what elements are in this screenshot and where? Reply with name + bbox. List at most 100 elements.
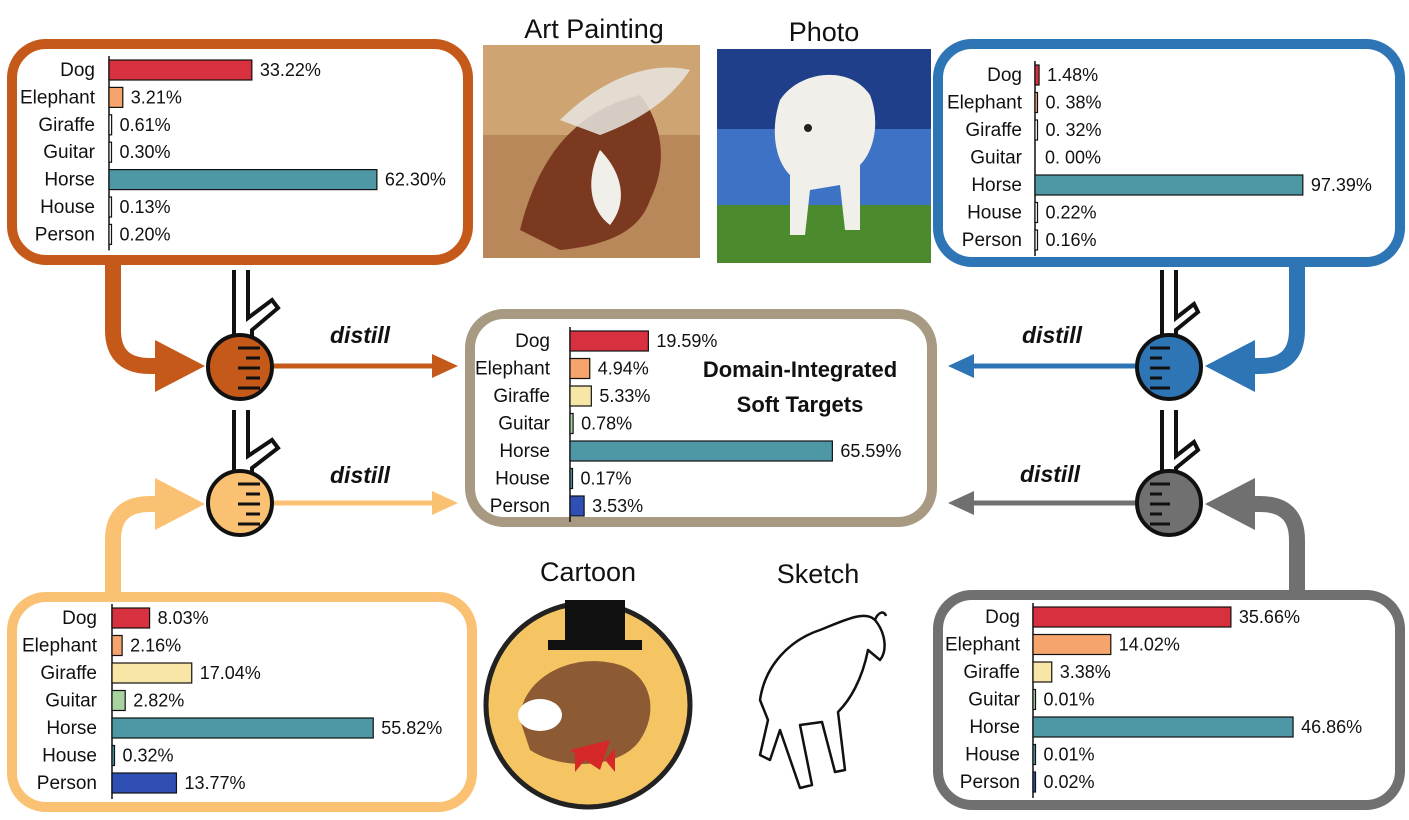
value-label-person: 0.02% — [1044, 772, 1095, 792]
distill-arrow-cartoon — [274, 491, 458, 515]
bar-elephant — [569, 357, 591, 380]
bar-guitar — [108, 141, 113, 163]
cartoon-horse-icon — [483, 600, 693, 810]
bar-horse — [1034, 174, 1304, 196]
category-label-elephant: Elephant — [22, 636, 98, 657]
bar-person — [1032, 771, 1037, 793]
category-label-giraffe: Giraffe — [40, 663, 97, 684]
bar-dog — [108, 59, 253, 81]
value-label-horse: 97.39% — [1311, 175, 1372, 195]
value-label-dog: 33.22% — [260, 60, 321, 80]
bar-elephant — [1034, 91, 1039, 114]
chart-art: Dog 33.22% Elephant 3.21% Giraffe 0.61% Guitar… — [20, 56, 446, 251]
bar-horse — [111, 717, 374, 739]
category-label-giraffe: Giraffe — [965, 120, 1022, 141]
value-label-guitar: 2.82% — [133, 691, 184, 711]
value-label-guitar: 0.01% — [1044, 690, 1095, 710]
value-label-horse: 46.86% — [1301, 717, 1362, 737]
value-label-person: 3.53% — [592, 496, 643, 516]
category-label-person: Person — [490, 496, 550, 517]
bar-dog — [1032, 606, 1232, 628]
bar-giraffe — [1034, 119, 1039, 141]
category-label-elephant: Elephant — [947, 93, 1023, 114]
bar-guitar — [1032, 688, 1037, 711]
value-label-giraffe: 3.38% — [1060, 662, 1111, 682]
bar-person — [569, 495, 585, 517]
distill-arrow-photo — [948, 354, 1135, 378]
bar-giraffe — [569, 385, 592, 407]
center-label-line2: Soft Targets — [737, 392, 864, 417]
flask-art-icon — [206, 270, 281, 401]
bar-house — [108, 196, 113, 218]
panel-sketch — [933, 590, 1405, 810]
category-label-horse: Horse — [44, 170, 95, 191]
category-label-dog: Dog — [987, 65, 1022, 86]
category-label-guitar: Guitar — [968, 690, 1020, 711]
connector-art — [105, 262, 205, 392]
category-label-elephant: Elephant — [945, 635, 1021, 656]
value-label-elephant: 3.21% — [131, 87, 182, 107]
connector-photo — [1205, 262, 1305, 392]
category-label-guitar: Guitar — [970, 148, 1022, 169]
category-label-guitar: Guitar — [45, 691, 97, 712]
value-label-elephant: 0. 38% — [1046, 93, 1102, 113]
value-label-person: 0.16% — [1046, 230, 1097, 250]
sketch-horse-icon — [758, 611, 888, 790]
category-label-giraffe: Giraffe — [493, 386, 550, 407]
value-label-elephant: 4.94% — [598, 359, 649, 379]
bar-house — [111, 744, 116, 767]
value-label-house: 0.13% — [120, 197, 171, 217]
value-label-dog: 1.48% — [1047, 65, 1098, 85]
bar-horse — [108, 169, 378, 191]
chart-photo: Dog 1.48% Elephant 0. 38% Giraffe 0. 32% Guita… — [947, 61, 1372, 256]
chart-center: Dog 19.59% Elephant 4.94% Giraffe 5.33% Guitar… — [475, 327, 901, 522]
category-label-person: Person — [35, 224, 95, 245]
bar-elephant — [111, 634, 123, 657]
bar-elephant — [1032, 633, 1112, 656]
distill-label-sketch: distill — [1020, 461, 1081, 487]
value-label-guitar: 0.78% — [581, 414, 632, 434]
bar-giraffe — [108, 114, 113, 136]
category-label-guitar: Guitar — [43, 142, 95, 163]
center-label-line1: Domain-Integrated — [703, 357, 897, 382]
distill-label-photo: distill — [1022, 322, 1083, 348]
value-label-giraffe: 17.04% — [200, 663, 261, 683]
title-photo: Photo — [789, 17, 860, 47]
value-label-horse: 65.59% — [840, 441, 901, 461]
value-label-dog: 8.03% — [158, 608, 209, 628]
bar-house — [1032, 743, 1037, 766]
chart-cartoon: Dog 8.03% Elephant 2.16% Giraffe 17.04% Guitar… — [22, 604, 442, 799]
category-label-giraffe: Giraffe — [38, 115, 95, 136]
value-label-giraffe: 0.61% — [120, 115, 171, 135]
value-label-horse: 55.82% — [381, 718, 442, 738]
connector-sketch — [1205, 478, 1305, 593]
panel-cartoon — [7, 592, 477, 812]
value-label-giraffe: 0. 32% — [1046, 120, 1102, 140]
category-label-house: House — [965, 745, 1020, 766]
bar-guitar — [569, 412, 574, 435]
category-label-house: House — [495, 469, 550, 490]
value-label-house: 0.32% — [123, 746, 174, 766]
title-cartoon: Cartoon — [540, 557, 636, 587]
bar-house — [1034, 201, 1039, 224]
value-label-guitar: 0. 00% — [1045, 148, 1101, 168]
value-label-horse: 62.30% — [385, 170, 446, 190]
bar-dog — [111, 607, 151, 629]
connector-cartoon — [105, 478, 205, 595]
bar-horse — [1032, 716, 1294, 738]
value-label-house: 0.22% — [1046, 203, 1097, 223]
flask-cartoon-icon — [206, 410, 281, 537]
category-label-guitar: Guitar — [498, 414, 550, 435]
category-label-person: Person — [962, 230, 1022, 251]
category-label-dog: Dog — [515, 331, 550, 352]
flask-sketch-icon — [1135, 410, 1203, 537]
panel-art — [7, 39, 473, 265]
value-label-elephant: 2.16% — [130, 636, 181, 656]
category-label-horse: Horse — [971, 175, 1022, 196]
bar-dog — [569, 330, 649, 352]
title-art: Art Painting — [524, 14, 664, 44]
category-label-dog: Dog — [985, 607, 1020, 628]
panel-photo — [933, 39, 1405, 267]
category-label-dog: Dog — [62, 608, 97, 629]
